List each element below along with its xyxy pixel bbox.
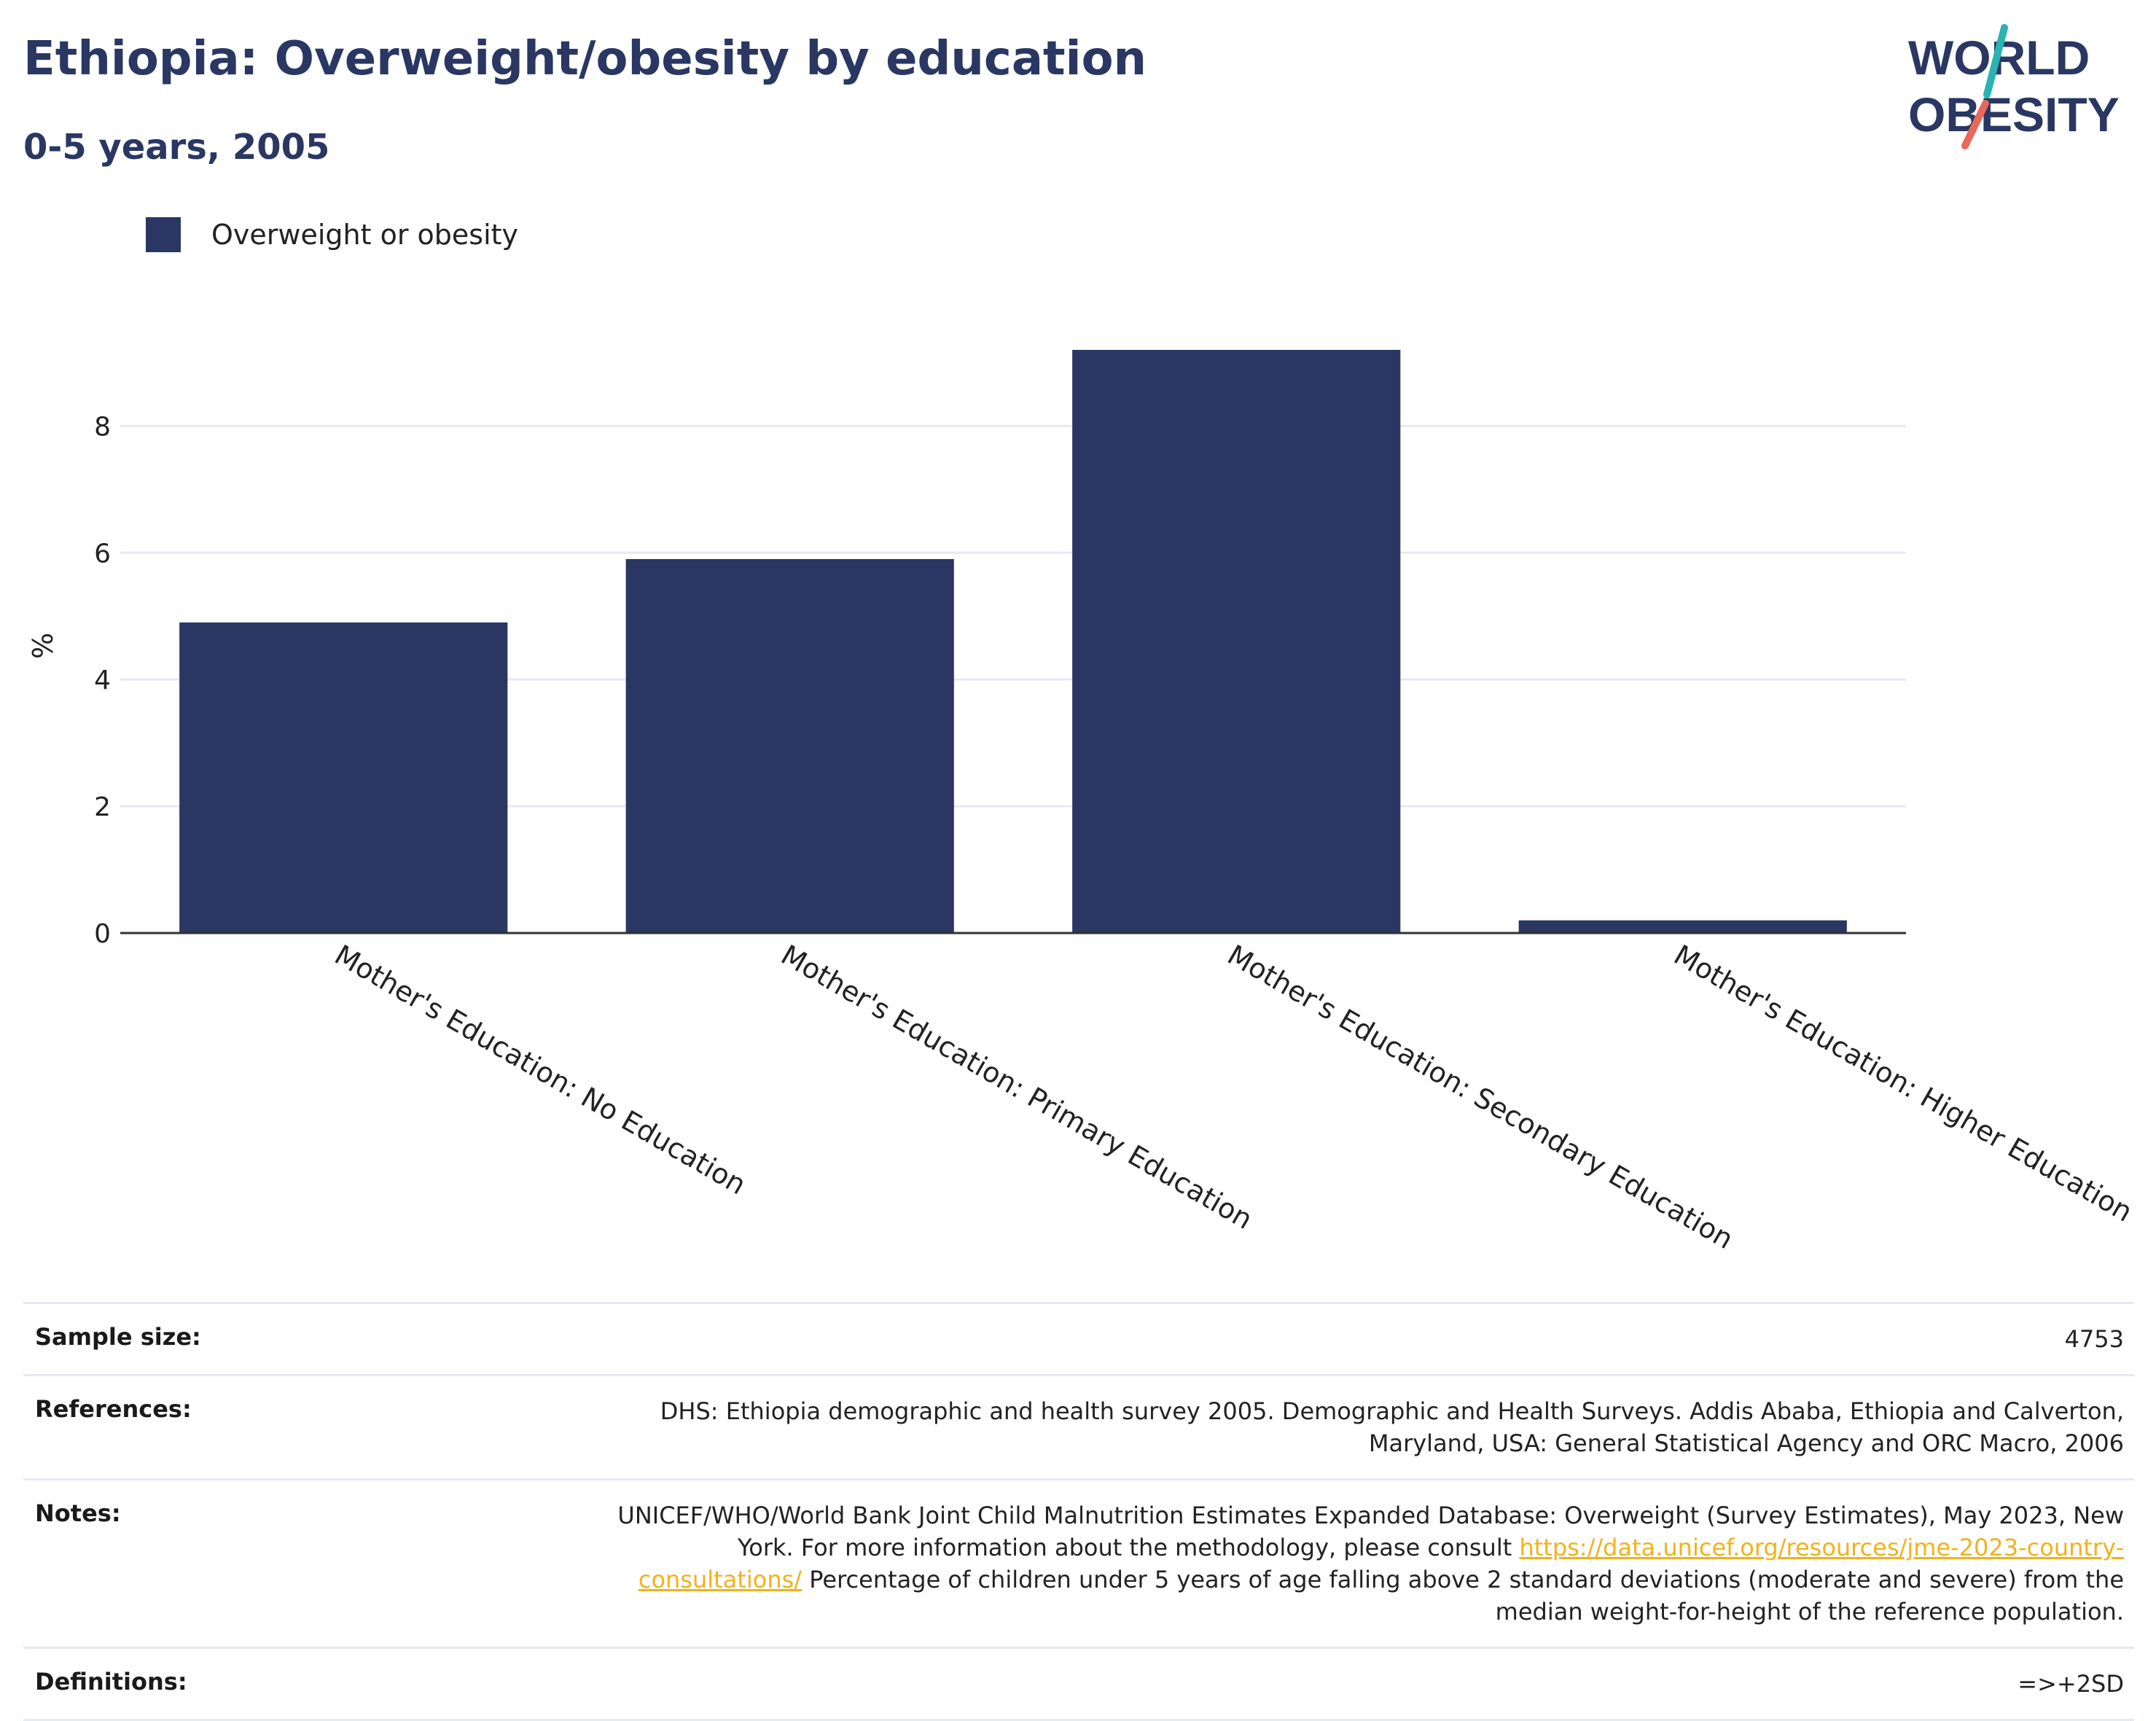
- chart-subtitle: 0-5 years, 2005: [23, 127, 330, 168]
- chart-title: Ethiopia: Overweight/obesity by educatio…: [23, 32, 1147, 86]
- y-tick-label: 6: [94, 539, 111, 569]
- methodology-link[interactable]: https://data.unicef.org/resources/jme-20…: [638, 1534, 2124, 1593]
- bar: [625, 558, 954, 933]
- definitions-label: Definitions:: [35, 1668, 187, 1695]
- sample-size-row: Sample size: 4753: [23, 1302, 2134, 1374]
- notes-value: UNICEF/WHO/World Bank Joint Child Malnut…: [593, 1499, 2124, 1628]
- notes-text: UNICEF/WHO/World Bank Joint Child Malnut…: [617, 1502, 2124, 1561]
- y-tick-label: 2: [94, 792, 111, 822]
- bar: [1072, 350, 1401, 933]
- chart-legend: Overweight or obesity: [146, 217, 518, 252]
- world-obesity-logo: WORLD OBESITY: [1908, 24, 2120, 149]
- notes-row: Notes: UNICEF/WHO/World Bank Joint Child…: [23, 1478, 2134, 1647]
- legend-label: Overweight or obesity: [211, 219, 519, 251]
- y-tick-label: 8: [94, 412, 111, 442]
- references-row: References: DHS: Ethiopia demographic an…: [23, 1374, 2134, 1478]
- y-tick-label: 4: [94, 666, 111, 695]
- x-tick-label: Mother's Education: No Education: [329, 939, 751, 1201]
- notes-definition-text: Percentage of children under 5 years of …: [809, 1566, 2124, 1626]
- x-tick-label: Mother's Education: Secondary Education: [1222, 939, 1739, 1256]
- sample-size-value: 4753: [2064, 1325, 2124, 1353]
- definitions-row: Definitions: =>+2SD: [23, 1647, 2134, 1721]
- sample-size-label: Sample size:: [35, 1323, 201, 1351]
- metadata-table: Sample size: 4753 References: DHS: Ethio…: [23, 1302, 2134, 1721]
- definitions-value: =>+2SD: [2018, 1670, 2124, 1698]
- legend-swatch: [146, 217, 181, 252]
- svg-text:OBESITY: OBESITY: [1908, 87, 2120, 141]
- x-tick-label: Mother's Education: Primary Education: [776, 939, 1258, 1236]
- notes-label: Notes:: [35, 1499, 121, 1527]
- y-axis-label: %: [27, 633, 59, 659]
- y-tick-label: 0: [94, 919, 111, 949]
- bar: [1518, 920, 1847, 933]
- bar: [179, 622, 508, 933]
- references-label: References:: [35, 1395, 192, 1423]
- references-value: DHS: Ethiopia demographic and health sur…: [660, 1397, 2124, 1457]
- x-tick-label: Mother's Education: Higher Education: [1668, 939, 2138, 1228]
